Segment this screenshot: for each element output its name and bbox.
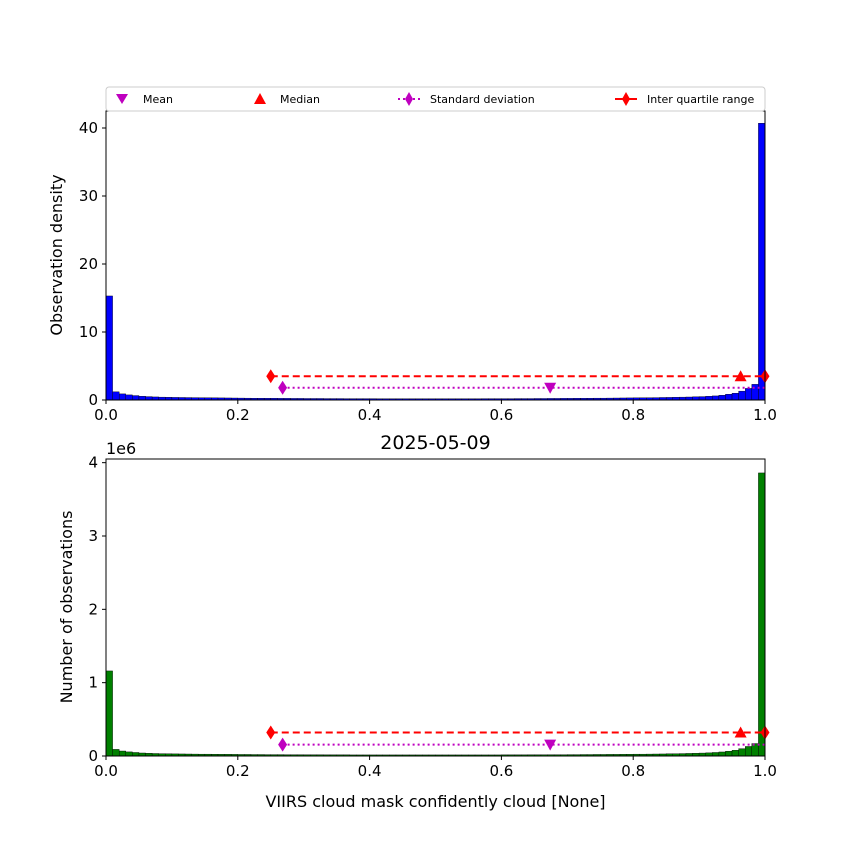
density-bar xyxy=(132,395,140,401)
count-bar xyxy=(738,748,746,757)
density-bar xyxy=(112,391,120,401)
legend-median-label: Median xyxy=(280,93,320,106)
density-stat-markers xyxy=(266,369,770,395)
count-iqr-marker xyxy=(266,725,276,740)
count-y-tick-label: 3 xyxy=(88,527,98,545)
count-bar xyxy=(118,750,126,757)
count-mean-marker xyxy=(544,739,557,751)
density-bar xyxy=(725,394,733,401)
density-y-tick-label: 30 xyxy=(79,187,98,205)
density-y-ticks: 0 10 20 30 40 xyxy=(79,119,106,409)
density-bar xyxy=(718,395,726,401)
density-x-tick-label: 0.8 xyxy=(621,406,645,424)
count-stat-markers xyxy=(266,725,770,752)
count-bars xyxy=(105,472,766,757)
density-bar xyxy=(758,123,766,401)
count-x-tick-label: 0.2 xyxy=(226,762,250,780)
count-x-tick-label: 0.8 xyxy=(621,762,645,780)
density-bars xyxy=(105,123,766,401)
density-y-tick-label: 40 xyxy=(79,119,98,137)
density-bar xyxy=(705,396,713,401)
count-bar xyxy=(132,752,140,757)
density-y-tick-label: 10 xyxy=(79,323,98,341)
density-x-tick-label: 0.4 xyxy=(358,406,382,424)
density-iqr-marker xyxy=(266,369,276,384)
legend-iqr-marker xyxy=(622,92,630,106)
count-bar xyxy=(745,746,753,757)
legend-median-marker xyxy=(254,93,266,104)
density-x-tick-label: 1.0 xyxy=(753,406,777,424)
legend-std-marker xyxy=(405,92,413,106)
count-bar xyxy=(731,750,739,757)
count-x-tick-label: 0.6 xyxy=(489,762,513,780)
legend-mean-label: Mean xyxy=(143,93,173,106)
count-x-axis-label: VIIRS cloud mask confidently cloud [None… xyxy=(265,792,605,811)
count-y-ticks: 0 1 2 3 4 xyxy=(88,454,106,765)
density-bar xyxy=(118,393,126,401)
count-bar xyxy=(105,670,113,757)
legend: Mean Median Standard deviation Inter qua… xyxy=(105,86,766,112)
density-median-marker xyxy=(734,370,747,382)
count-bar xyxy=(125,751,133,757)
density-std-marker xyxy=(278,380,288,395)
count-bar xyxy=(112,749,120,757)
density-x-tick-label: 0.0 xyxy=(94,406,118,424)
density-y-axis-label: Observation density xyxy=(47,174,66,335)
count-y-offset-label: 1e6 xyxy=(106,439,136,458)
density-histogram-panel: 0.0 0.2 0.4 0.6 0.8 1.0 0 10 20 30 40 Observation… xyxy=(47,110,777,424)
count-y-tick-label: 0 xyxy=(88,747,98,765)
legend-std-label: Standard deviation xyxy=(430,93,535,106)
density-bar xyxy=(731,393,739,401)
count-y-axis-label: Number of observations xyxy=(57,511,76,704)
count-x-tick-label: 1.0 xyxy=(753,762,777,780)
count-chart-title: 2025-05-09 xyxy=(380,432,490,454)
density-bar xyxy=(105,295,113,401)
density-y-tick-label: 20 xyxy=(79,255,98,273)
count-x-ticks: 0.0 0.2 0.4 0.6 0.8 1.0 xyxy=(94,756,777,780)
density-bar xyxy=(698,396,706,401)
density-bar xyxy=(712,395,720,401)
density-x-tick-label: 0.6 xyxy=(489,406,513,424)
count-bar xyxy=(718,751,726,757)
count-x-tick-label: 0.0 xyxy=(94,762,118,780)
density-x-ticks: 0.0 0.2 0.4 0.6 0.8 1.0 xyxy=(94,400,777,424)
legend-frame xyxy=(105,86,766,112)
density-bar xyxy=(138,396,146,401)
count-axes-frame xyxy=(105,458,766,757)
legend-mean-marker xyxy=(116,94,128,104)
density-bar xyxy=(751,384,759,401)
count-median-marker xyxy=(734,726,747,738)
density-x-tick-label: 0.2 xyxy=(226,406,250,424)
density-bar xyxy=(125,394,133,401)
count-y-tick-label: 1 xyxy=(88,674,98,692)
density-mean-marker xyxy=(544,382,557,394)
count-y-tick-label: 4 xyxy=(88,454,98,472)
count-bar xyxy=(725,751,733,757)
count-x-tick-label: 0.4 xyxy=(358,762,382,780)
density-y-tick-label: 0 xyxy=(88,391,98,409)
density-bar xyxy=(145,396,153,401)
count-bar xyxy=(712,752,720,757)
count-y-tick-label: 2 xyxy=(88,600,98,618)
density-bar xyxy=(738,390,746,401)
density-axes-frame xyxy=(105,110,766,401)
count-std-marker xyxy=(278,737,288,752)
density-bar xyxy=(745,388,753,401)
legend-iqr-label: Inter quartile range xyxy=(647,93,754,106)
count-bar xyxy=(758,472,766,757)
